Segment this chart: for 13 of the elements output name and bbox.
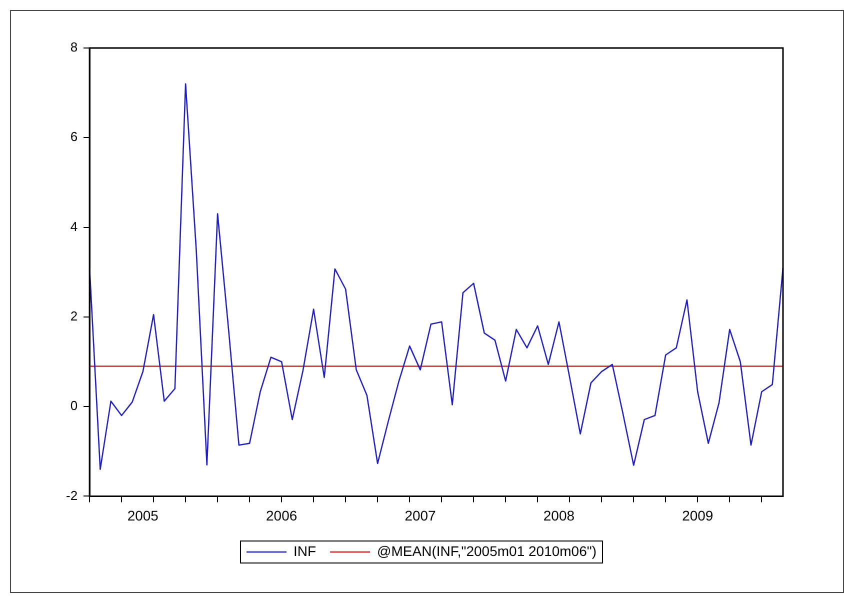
x-tick-label: 2005 bbox=[127, 507, 159, 524]
y-tick-label: 4 bbox=[70, 218, 78, 234]
y-tick-label: 6 bbox=[70, 129, 78, 144]
y-tick-label: 2 bbox=[70, 308, 78, 324]
x-tick-label: 2007 bbox=[404, 507, 436, 524]
x-tick-label: 2006 bbox=[266, 507, 298, 524]
y-tick-label: 8 bbox=[70, 40, 78, 55]
legend-label: @MEAN(INF,"2005m01 2010m06") bbox=[377, 542, 597, 559]
y-tick-label: -2 bbox=[66, 488, 78, 503]
legend-label: INF bbox=[293, 542, 316, 559]
x-tick-label: 2009 bbox=[682, 507, 714, 524]
x-tick-label: 2008 bbox=[543, 507, 575, 524]
y-tick-label: 0 bbox=[70, 398, 78, 414]
